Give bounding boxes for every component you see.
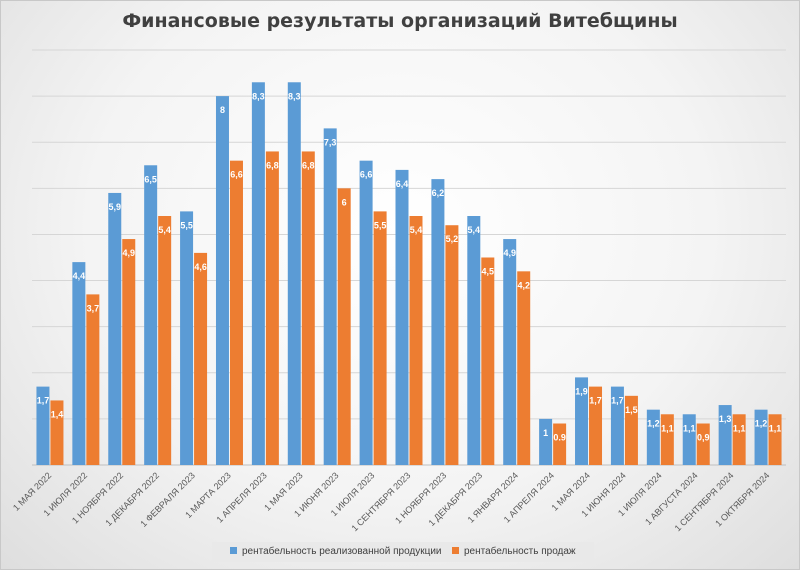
bar-series-1 — [323, 128, 337, 465]
bar-series-2 — [373, 211, 387, 465]
bar-series-1 — [610, 386, 624, 465]
legend: рентабельность реализованной продукции р… — [212, 542, 594, 562]
data-label-series-2: 4,9 — [123, 248, 136, 258]
bar-series-2 — [553, 423, 567, 465]
bar-series-2 — [732, 414, 746, 465]
bar-series-1 — [575, 377, 589, 465]
data-label-series-2: 5,4 — [158, 225, 171, 235]
bar-series-2 — [50, 400, 64, 465]
data-label-series-1: 1,7 — [611, 396, 624, 406]
data-label-series-2: 6,8 — [266, 160, 279, 170]
data-label-series-1: 1 — [543, 428, 548, 438]
data-label-series-1: 1,9 — [575, 386, 588, 396]
data-label-series-2: 1,7 — [589, 396, 602, 406]
bar-series-2 — [768, 414, 782, 465]
data-label-series-1: 1,1 — [683, 423, 696, 433]
bar-series-2 — [589, 386, 603, 465]
data-label-series-2: 1,5 — [625, 405, 638, 415]
data-label-series-2: 1,4 — [51, 409, 64, 419]
legend-label-series-2: рентабельность продаж — [464, 546, 576, 557]
legend-swatch-series-2 — [452, 547, 459, 554]
bar-series-2 — [86, 294, 100, 465]
data-label-series-1: 4,4 — [73, 271, 86, 281]
data-label-series-2: 4,5 — [482, 267, 495, 277]
bar-series-2 — [445, 225, 459, 465]
bar-series-2 — [660, 414, 674, 465]
data-label-series-1: 7,3 — [324, 137, 337, 147]
chart-title: Финансовые результаты организаций Витебщ… — [122, 10, 678, 32]
data-label-series-2: 4,6 — [194, 262, 207, 272]
data-label-series-2: 5,4 — [410, 225, 423, 235]
bar-series-1 — [503, 239, 517, 465]
data-label-series-1: 6,6 — [360, 170, 373, 180]
bar-series-1 — [108, 192, 122, 465]
legend-item-series-2: рентабельность продаж — [452, 546, 576, 557]
bar-series-1 — [359, 160, 373, 465]
bar-series-2 — [337, 188, 351, 466]
bar-series-1 — [682, 414, 696, 465]
data-label-series-1: 1,3 — [719, 414, 732, 424]
bar-series-1 — [646, 409, 660, 465]
bar-series-1 — [215, 96, 229, 465]
data-label-series-2: 6 — [342, 197, 347, 207]
data-label-series-2: 3,7 — [87, 303, 100, 313]
data-label-series-1: 6,5 — [144, 174, 157, 184]
data-label-series-1: 8,3 — [288, 91, 301, 101]
legend-label-series-1: рентабельность реализованной продукции — [242, 546, 442, 557]
data-label-series-2: 5,5 — [374, 220, 387, 230]
data-label-series-2: 1,1 — [769, 423, 782, 433]
data-label-series-2: 1,1 — [661, 423, 674, 433]
data-label-series-2: 4,2 — [517, 280, 530, 290]
bar-series-1 — [72, 262, 86, 465]
data-label-series-1: 5,9 — [109, 202, 122, 212]
bar-series-2 — [696, 423, 710, 465]
data-label-series-2: 0.9 — [553, 433, 566, 443]
bar-series-1 — [251, 82, 265, 466]
data-label-series-1: 8,3 — [252, 91, 265, 101]
data-label-series-2: 5,2 — [446, 234, 459, 244]
bar-series-1 — [539, 418, 553, 465]
data-label-series-1: 1,7 — [37, 396, 50, 406]
legend-item-series-1: рентабельность реализованной продукции — [230, 546, 442, 557]
bar-series-1 — [287, 82, 301, 466]
data-label-series-1: 8 — [220, 105, 225, 115]
data-label-series-1: 5,4 — [468, 225, 481, 235]
data-label-series-1: 6,2 — [432, 188, 445, 198]
bar-series-1 — [754, 409, 768, 465]
bar-series-1 — [395, 169, 409, 465]
data-label-series-1: 5,5 — [180, 220, 193, 230]
bar-series-2 — [122, 239, 136, 465]
legend-swatch-series-1 — [230, 547, 237, 554]
bar-series-2 — [158, 216, 172, 465]
bar-series-1 — [431, 179, 445, 465]
bar-series-2 — [194, 252, 208, 465]
bar-series-2 — [301, 151, 315, 465]
bar-series-2 — [624, 395, 638, 465]
data-label-series-2: 1,1 — [733, 423, 746, 433]
data-label-series-2: 6,6 — [230, 170, 243, 180]
bar-series-2 — [265, 151, 279, 465]
data-label-series-2: 6,8 — [302, 160, 315, 170]
bar-series-2 — [481, 257, 495, 465]
data-label-series-1: 1,2 — [647, 419, 660, 429]
data-label-series-2: 0,9 — [697, 433, 710, 443]
data-label-series-1: 4,9 — [503, 248, 516, 258]
bar-series-1 — [144, 165, 158, 465]
bar-series-2 — [229, 160, 243, 465]
data-label-series-1: 1,2 — [755, 419, 768, 429]
bar-series-1 — [180, 211, 194, 465]
bar-series-1 — [36, 386, 50, 465]
bar-series-1 — [718, 405, 732, 465]
bar-series-1 — [467, 216, 481, 465]
data-label-series-1: 6,4 — [396, 179, 409, 189]
bar-series-2 — [517, 271, 531, 465]
bar-series-2 — [409, 216, 423, 465]
